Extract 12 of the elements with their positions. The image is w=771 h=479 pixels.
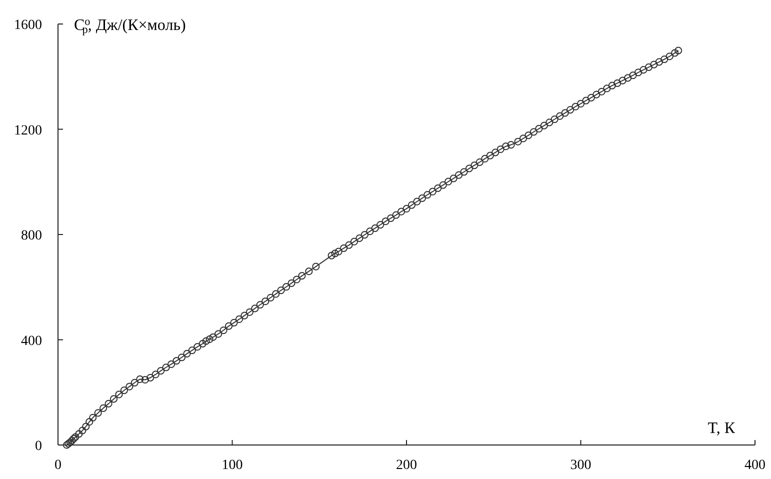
y-tick-label: 0 (35, 439, 42, 454)
x-tick-label: 400 (744, 458, 766, 473)
x-axis-title: T, К (708, 420, 736, 437)
y-axis-title: C$^{o}$$_{p}$, Дж/(К×моль) (74, 16, 186, 36)
y-tick-label: 400 (21, 334, 42, 349)
y-tick-label: 800 (21, 228, 42, 244)
y-tick-label: 1200 (14, 123, 42, 138)
x-tick-label: 0 (54, 458, 62, 473)
x-tick-label: 100 (222, 458, 243, 473)
x-tick-label: 200 (396, 458, 417, 473)
x-tick-label: 300 (570, 458, 592, 473)
y-tick-label: 1600 (14, 18, 42, 33)
